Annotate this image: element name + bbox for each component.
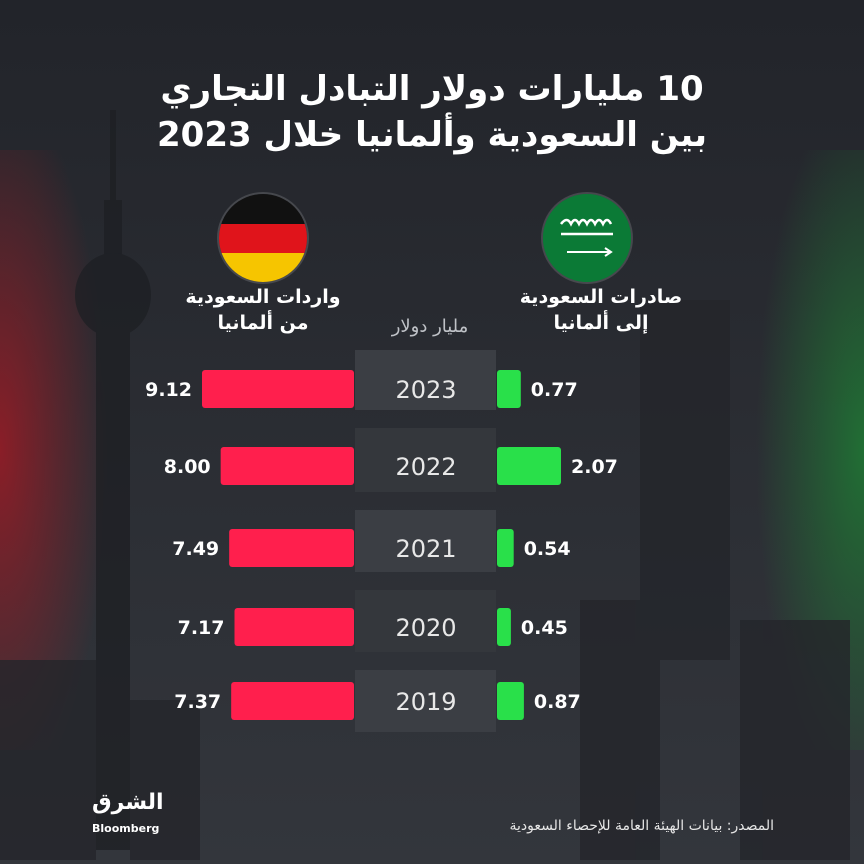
- exports-bar-2020: [497, 608, 511, 646]
- logo-english: Bloomberg: [92, 822, 160, 835]
- imports-value-2022: 8.00: [164, 456, 211, 478]
- imports-value-2019: 7.37: [174, 691, 221, 713]
- exports-value-2020: 0.45: [521, 617, 568, 639]
- exports-value-2019: 0.87: [534, 691, 581, 713]
- exports-value-2023: 0.77: [531, 379, 578, 401]
- year-label-2023: 2023: [395, 376, 456, 404]
- imports-value-2021: 7.49: [172, 538, 219, 560]
- exports-label-line-1: صادرات السعودية: [519, 286, 683, 308]
- logo-arabic: الشرق: [92, 790, 164, 815]
- imports-value-2023: 9.12: [145, 379, 192, 401]
- imports-label: واردات السعودية من ألمانيا: [170, 284, 356, 336]
- exports-bar-2021: [497, 529, 514, 567]
- title-line-2: بين السعودية وألمانيا خلال 2023: [157, 115, 707, 155]
- unit-label: مليار دولار: [391, 316, 469, 337]
- year-label-2022: 2022: [395, 453, 456, 481]
- imports-label-line-1: واردات السعودية: [185, 286, 341, 308]
- exports-bar-2022: [497, 447, 561, 485]
- saudi-flag-icon: [543, 194, 631, 282]
- tower-silhouette: [75, 110, 151, 850]
- imports-bar-2020: [234, 608, 354, 646]
- imports-bar-2022: [220, 447, 354, 485]
- exports-bar-2019: [497, 682, 524, 720]
- year-label-2021: 2021: [395, 535, 456, 563]
- imports-bar-2019: [231, 682, 354, 720]
- source-note: المصدر: بيانات الهيئة العامة للإحصاء الس…: [509, 818, 774, 834]
- exports-label-line-2: إلى ألمانيا: [553, 312, 649, 334]
- exports-value-2021: 0.54: [524, 538, 571, 560]
- imports-value-2020: 7.17: [178, 617, 225, 639]
- year-label-2019: 2019: [395, 688, 456, 716]
- imports-bar-2023: [202, 370, 354, 408]
- title-line-1: 10 مليارات دولار التبادل التجاري: [160, 69, 704, 109]
- chart-title: 10 مليارات دولار التبادل التجاري بين الس…: [60, 66, 804, 158]
- asharq-logo: الشرق Bloomberg: [92, 790, 184, 846]
- year-label-2020: 2020: [395, 614, 456, 642]
- imports-label-line-2: من ألمانيا: [217, 312, 309, 334]
- city-silhouette: [0, 300, 850, 860]
- exports-bar-2023: [497, 370, 521, 408]
- exports-label: صادرات السعودية إلى ألمانيا: [508, 284, 694, 336]
- exports-value-2022: 2.07: [571, 456, 618, 478]
- imports-bar-2021: [229, 529, 354, 567]
- year-panels: [355, 350, 496, 732]
